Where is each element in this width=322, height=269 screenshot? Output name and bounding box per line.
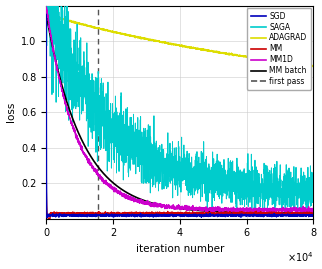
Text: $\times10^4$: $\times10^4$ [287,250,313,264]
X-axis label: iteration number: iteration number [136,244,224,254]
Legend: SGD, SAGA, ADAGRAD, MM, MM1D, MM batch, first pass: SGD, SAGA, ADAGRAD, MM, MM1D, MM batch, … [247,8,311,90]
Y-axis label: loss: loss [5,102,15,122]
